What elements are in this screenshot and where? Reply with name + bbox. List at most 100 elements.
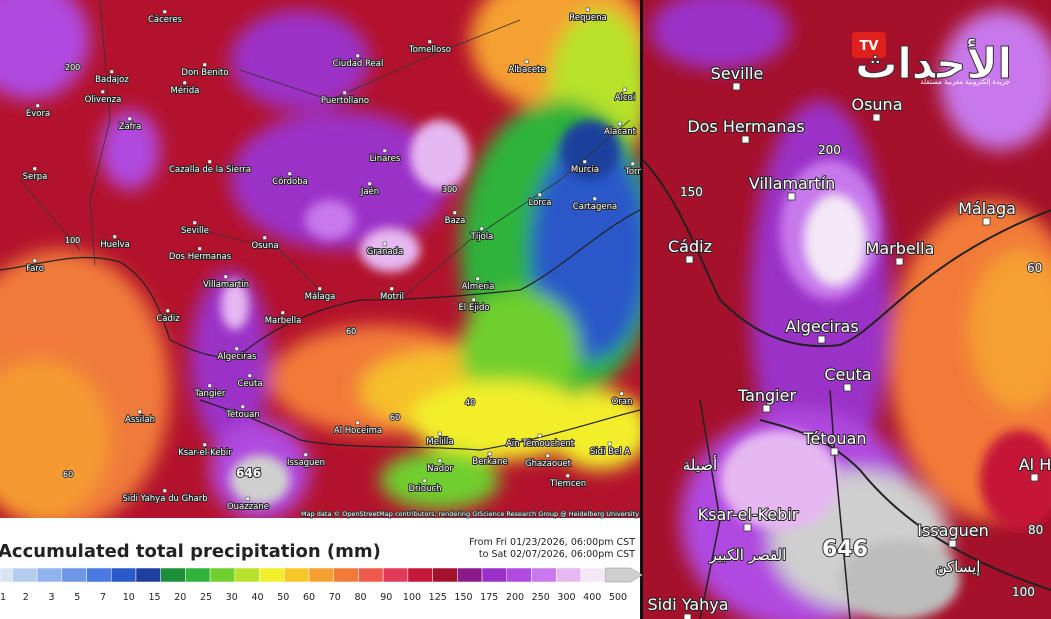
city-label: Córdoba <box>272 176 308 187</box>
colorbar-cell <box>36 567 63 583</box>
city-marker <box>630 161 635 166</box>
colorbar-cell <box>61 567 87 583</box>
contour-label: 80 <box>1028 523 1043 537</box>
city-marker <box>545 453 550 458</box>
city-marker <box>787 192 796 201</box>
city-marker <box>585 7 590 12</box>
colorbar-cell <box>531 567 557 583</box>
city-label: Villamartín <box>749 174 836 193</box>
peak-label: 646 <box>236 466 261 480</box>
city-label: Osuna <box>251 241 278 251</box>
city-label: Motril <box>380 292 404 302</box>
city-marker <box>303 452 308 457</box>
city-marker <box>762 404 771 413</box>
city-label: Berkane <box>472 457 507 467</box>
city-label: Ciudad Real <box>333 59 384 69</box>
city-label: Ghazaouet <box>525 459 572 469</box>
contour-label: 100 <box>1012 585 1035 599</box>
contour-label: 200 <box>65 63 80 72</box>
colorbar-cell <box>86 567 112 583</box>
right-map <box>643 0 1051 619</box>
colorbar-tick-label: 40 <box>251 592 263 603</box>
city-marker <box>389 286 394 291</box>
colorbar-tick-label: 25 <box>200 592 212 603</box>
colorbar-tick-label: 125 <box>429 592 447 603</box>
city-label: Tétouan <box>802 429 866 448</box>
city-label: Assilah <box>125 415 155 425</box>
city-label: Albacete <box>508 65 545 75</box>
city-label: Linares <box>370 154 401 164</box>
city-label: Cádiz <box>156 314 180 324</box>
city-label: Cazalla de la Sierra <box>169 165 251 175</box>
left-map <box>0 0 640 518</box>
colorbar-tick-label: 10 <box>123 592 135 603</box>
contour-label: 300 <box>442 185 457 194</box>
city-label: Torr <box>624 167 641 177</box>
city-marker <box>182 80 187 85</box>
arabic-label: أصيلة <box>683 455 717 474</box>
colorbar-cell <box>12 567 38 583</box>
attribution: Map data © OpenStreetMap contributors, r… <box>301 510 639 518</box>
city-marker <box>475 276 480 281</box>
city-label: Requena <box>569 13 606 23</box>
colorbar-cell <box>555 567 582 583</box>
city-marker <box>437 458 442 463</box>
colorbar-tick-label: 70 <box>329 592 341 603</box>
colorbar-cell <box>110 567 137 583</box>
colorbar-cell <box>457 567 483 583</box>
colorbar-tick-label: 2 <box>23 592 29 603</box>
logo-name: الأحداث <box>855 38 1012 88</box>
city-marker <box>165 308 170 313</box>
city-marker <box>817 335 826 344</box>
city-marker <box>437 431 442 436</box>
colorbar-tick-label: 80 <box>354 592 366 603</box>
city-marker <box>382 148 387 153</box>
city-label: Mérida <box>170 85 199 96</box>
colorbar-tick-label: 50 <box>277 592 289 603</box>
city-marker <box>427 39 432 44</box>
colorbar-tick-label: 1 <box>0 592 6 603</box>
city-label: Faro <box>26 264 44 274</box>
colorbar-tick-label: 100 <box>403 592 421 603</box>
contour-label: 40 <box>465 398 475 407</box>
colorbar-tick-label: 20 <box>174 592 186 603</box>
city-label: Ceuta <box>237 379 262 389</box>
city-marker <box>317 286 322 291</box>
city-marker <box>223 274 228 279</box>
colorbar-cell <box>0 567 13 583</box>
colorbar-cell <box>308 567 334 583</box>
colorbar-ticks: 1 2 3 5 7 10 15 20 25 30 40 50 60 70 80 90 100 125 150 175 2… <box>0 592 627 603</box>
city-label: El Ejido <box>458 303 489 313</box>
city-label: Tangier <box>194 389 226 399</box>
city-marker <box>617 121 622 126</box>
city-marker <box>382 241 387 246</box>
city-label: Ksar-el-Kebir <box>178 448 232 458</box>
city-label: Driouch <box>408 484 441 494</box>
colorbar-cell <box>259 567 285 583</box>
colorbar-tick-label: 30 <box>226 592 238 603</box>
city-label: Dos Hermanas <box>687 117 804 136</box>
colorbar-tick-label: 300 <box>557 592 575 603</box>
colorbar-cell <box>580 567 606 583</box>
logo-tagline: جريدة إلكترونية مغربية مستقلة <box>920 78 1010 86</box>
city-marker <box>872 113 881 122</box>
left-labels: Cáceres Requena Tomelloso Ciudad Real Albace… <box>22 7 642 519</box>
logo: TV الأحداث جريدة إلكترونية مغربية مستقلة <box>852 32 1013 89</box>
city-marker <box>479 226 484 231</box>
contour-label: 60 <box>1027 261 1042 275</box>
city-marker <box>197 246 202 251</box>
city-marker <box>982 217 991 226</box>
contour-label: 150 <box>680 185 703 199</box>
city-label: Alacant <box>604 127 637 137</box>
city-label: Sidi Bel A <box>590 447 630 457</box>
city-marker <box>895 257 904 266</box>
city-label: Marbella <box>265 316 302 326</box>
colorbar-cell <box>358 567 384 583</box>
city-marker <box>35 103 40 108</box>
period-to: to Sat 02/07/2026, 06:00pm CST <box>479 549 635 560</box>
city-label: Sidi Yahya <box>647 595 728 614</box>
colorbar-cell <box>185 567 211 583</box>
city-marker <box>262 235 267 240</box>
city-label: Olivenza <box>85 95 122 105</box>
